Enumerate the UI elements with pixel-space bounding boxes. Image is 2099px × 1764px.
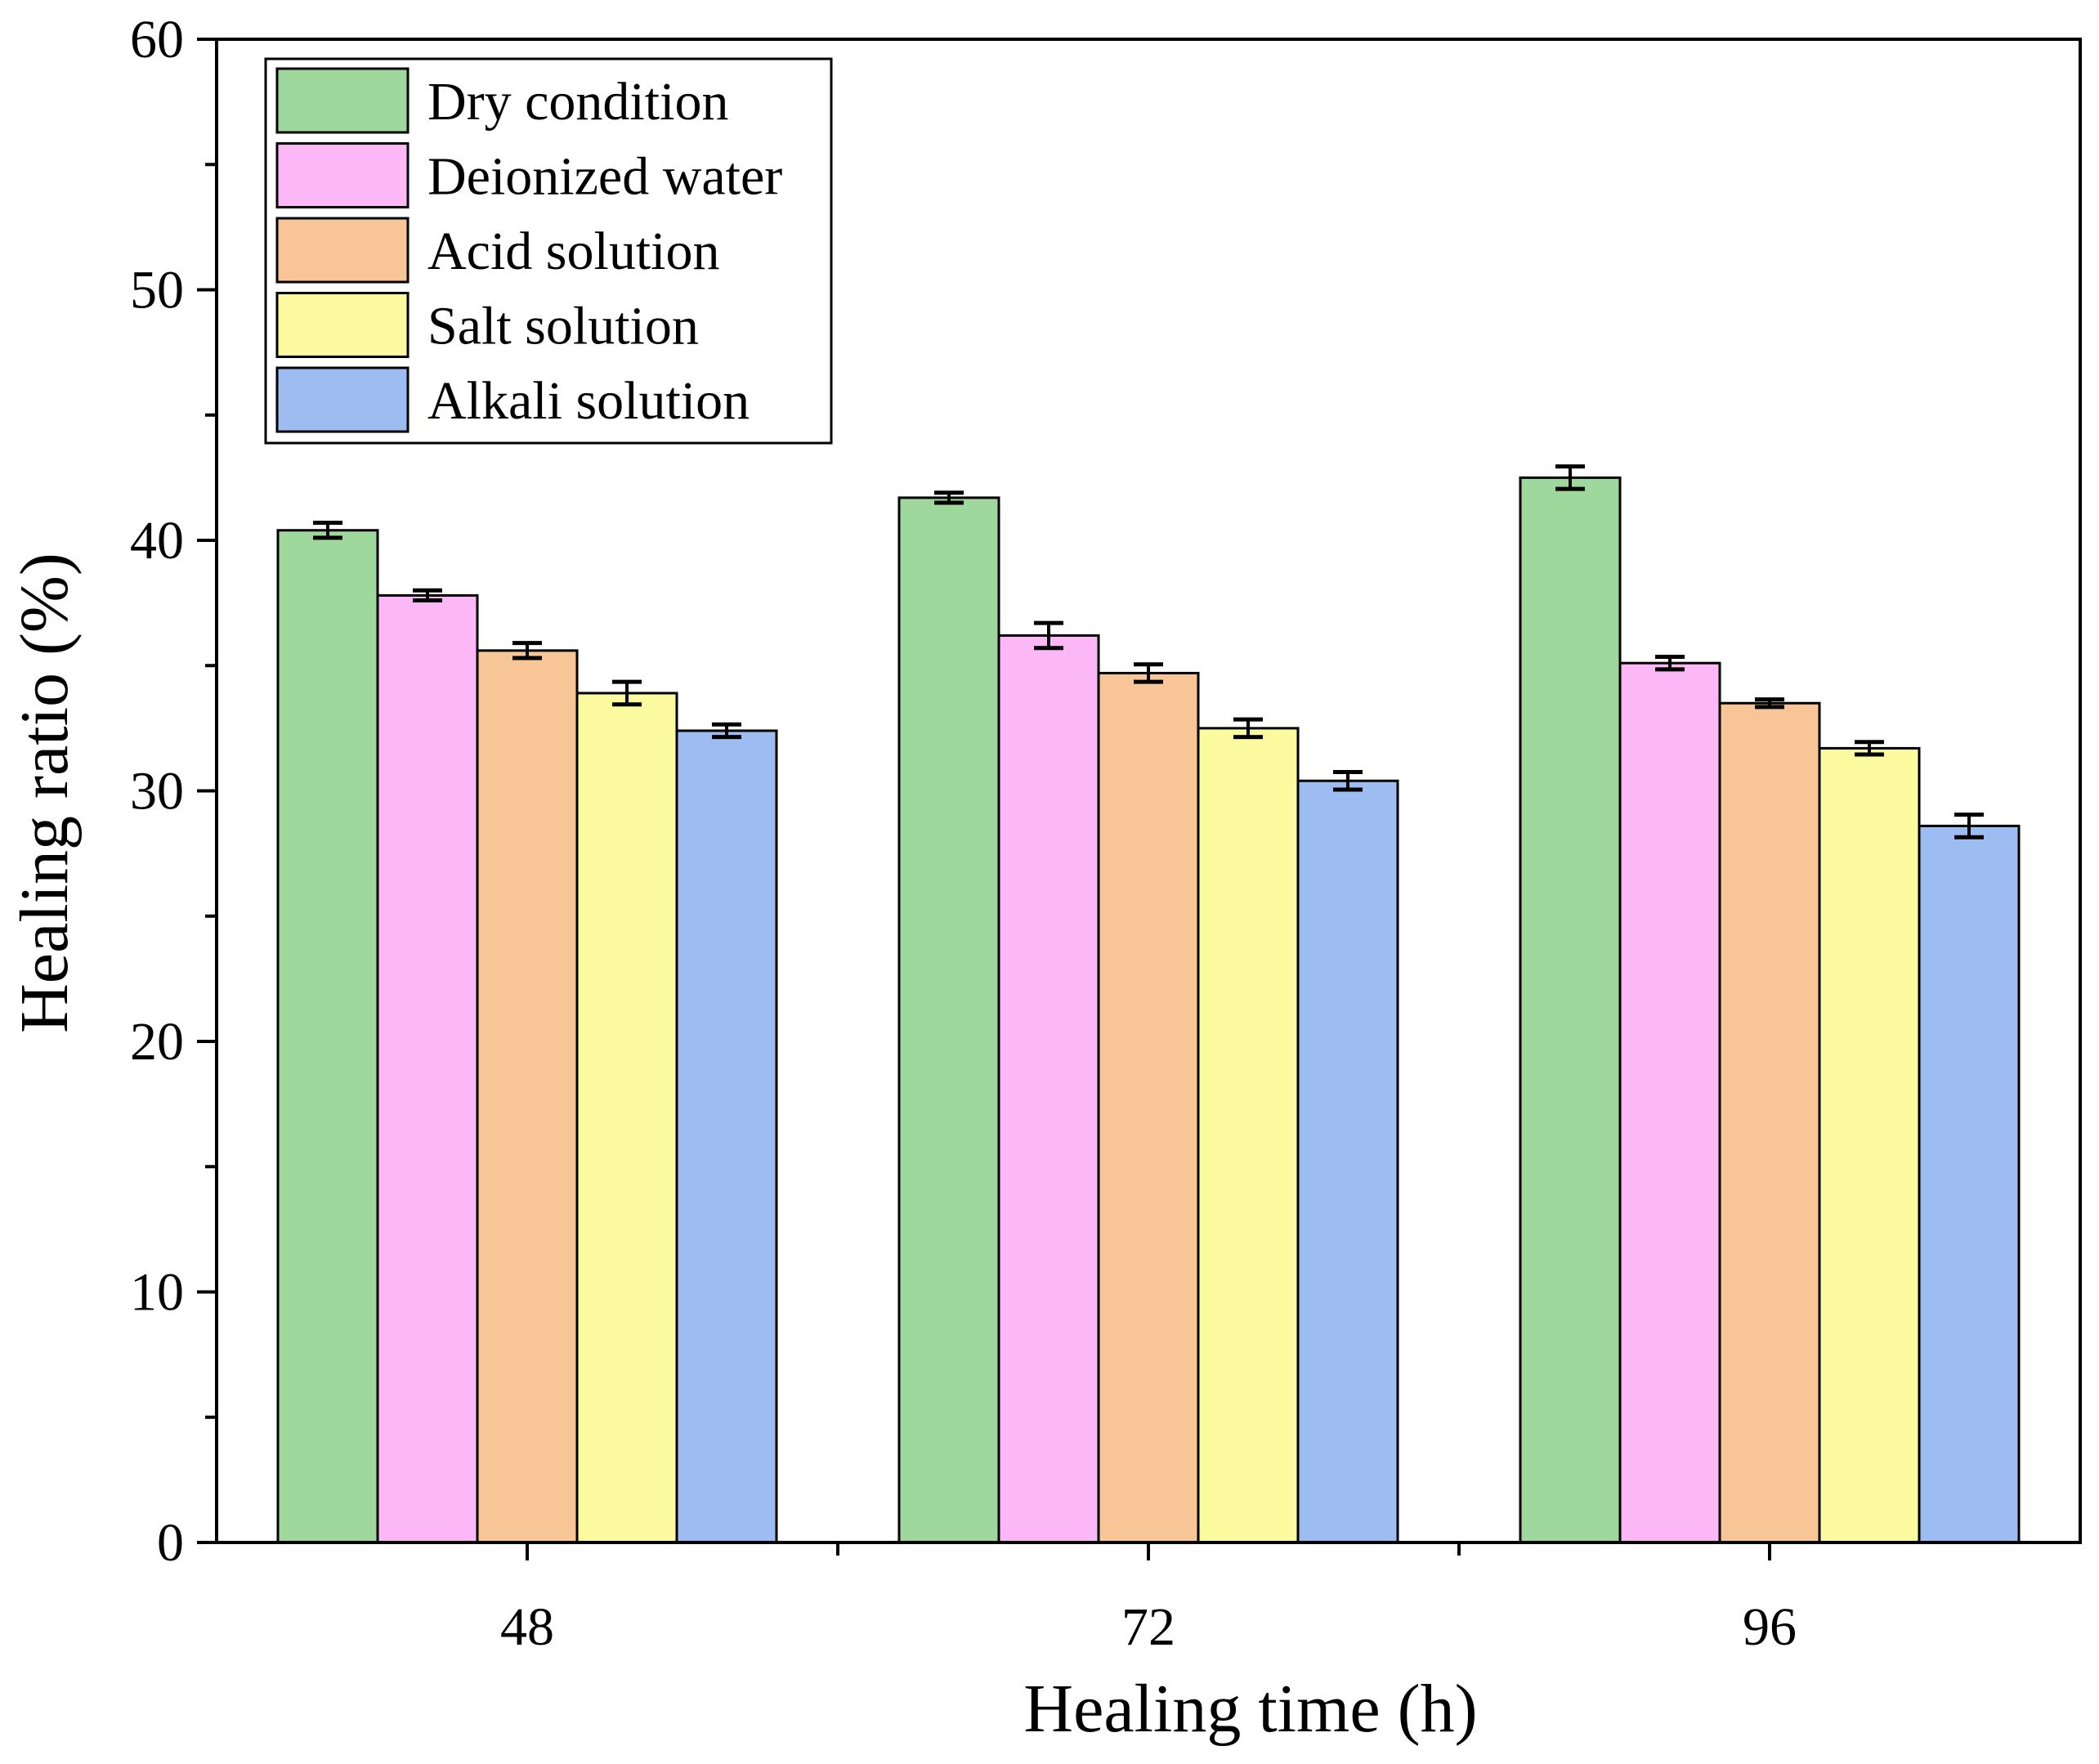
legend-label-salt-solution: Salt solution: [427, 297, 699, 356]
legend-swatch-deionized-water: [275, 142, 410, 208]
plot-area: 48 72 96 0 10 20 30 40 50 60 Dry condition Deionize…: [130, 10, 2082, 1657]
plot-frame: [215, 38, 2082, 1544]
bar-dry-condition-48: [276, 529, 379, 1544]
legend-swatch-acid-solution: [275, 217, 410, 284]
bar-acid-solution-48: [476, 649, 579, 1544]
legend-label-dry-condition: Dry condition: [427, 72, 728, 132]
bar-alkali-solution-72: [1296, 779, 1399, 1544]
y-tick-label-60: 60: [130, 10, 184, 69]
bar-acid-solution-96: [1718, 701, 1821, 1544]
bar-dry-condition-72: [897, 496, 1000, 1544]
x-tick-label-96: 96: [1743, 1597, 1797, 1657]
bar-salt-solution-48: [575, 692, 678, 1544]
y-tick-label-0: 0: [157, 1513, 184, 1573]
bar-salt-solution-96: [1818, 746, 1921, 1544]
legend-swatch-dry-condition: [275, 67, 410, 134]
bar-deionized-water-48: [376, 593, 479, 1544]
legend-label-deionized-water: Deionized water: [427, 147, 782, 207]
y-tick-label-30: 30: [130, 762, 184, 822]
legend-swatch-alkali-solution: [275, 366, 410, 433]
y-tick-label-20: 20: [130, 1012, 184, 1072]
bar-dry-condition-96: [1519, 476, 1622, 1544]
y-axis-title: Healing ratio (%): [7, 553, 83, 1033]
x-tick-label-48: 48: [500, 1597, 554, 1657]
legend-label-acid-solution: Acid solution: [427, 222, 720, 281]
y-tick-label-50: 50: [130, 261, 184, 320]
y-tick-label-10: 10: [130, 1263, 184, 1323]
legend-label-alkali-solution: Alkali solution: [427, 371, 750, 431]
bar-deionized-water-72: [997, 634, 1100, 1544]
y-tick-label-40: 40: [130, 511, 184, 571]
x-axis-title: Healing time (h): [1023, 1671, 1477, 1747]
bar-alkali-solution-48: [675, 729, 778, 1544]
bar-salt-solution-72: [1197, 727, 1300, 1544]
bar-acid-solution-72: [1097, 671, 1200, 1544]
bar-alkali-solution-96: [1918, 824, 2021, 1544]
bar-deionized-water-96: [1618, 661, 1721, 1544]
legend-swatch-salt-solution: [275, 292, 410, 358]
x-tick-label-72: 72: [1121, 1597, 1175, 1657]
